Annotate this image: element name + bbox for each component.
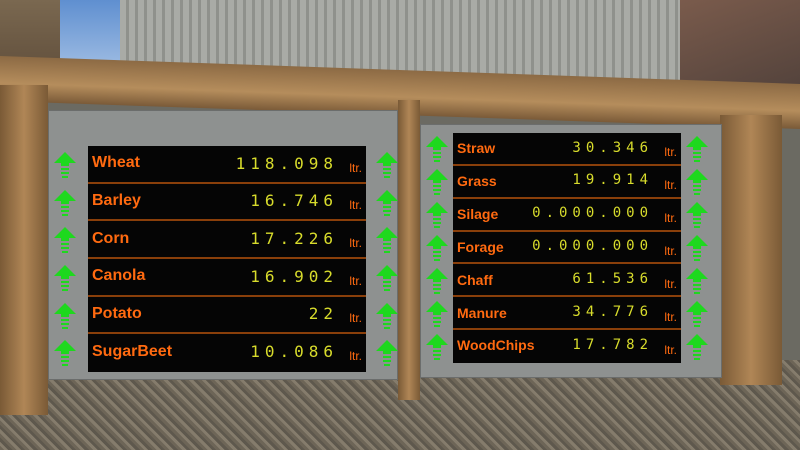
green-up-arrow-icon — [54, 189, 76, 216]
unit-label: ltr. — [664, 145, 677, 160]
unit-label: ltr. — [349, 198, 362, 213]
display-row-straw: Straw 30.346 ltr. — [453, 133, 681, 166]
green-up-arrow-icon — [54, 302, 76, 329]
green-up-arrow-icon — [686, 333, 708, 360]
fill-level-value: 19.914 — [572, 172, 653, 189]
unit-label: ltr. — [349, 160, 362, 175]
green-up-arrow-icon — [54, 151, 76, 178]
display-row-woodchips: WoodChips 17.782 ltr. — [453, 330, 681, 361]
green-up-arrow-icon — [686, 235, 708, 261]
display-row-wheat: Wheat 118.098 ltr. — [88, 146, 366, 184]
green-up-arrow-icon — [54, 227, 76, 254]
green-up-arrow-icon — [426, 136, 448, 163]
fruit-label: Forage — [457, 238, 504, 255]
fill-level-value: 0.000.000 — [532, 238, 653, 255]
fill-level-value: 118.098 — [235, 153, 338, 173]
green-up-arrow-icon — [376, 264, 398, 291]
display-row-sugarbeet: SugarBeet 10.086 ltr. — [88, 334, 366, 370]
unit-label: ltr. — [664, 309, 677, 324]
fruit-label: SugarBeet — [92, 342, 173, 360]
fruit-label: WoodChips — [457, 337, 535, 354]
fruit-label: Potato — [92, 305, 142, 323]
green-up-arrow-icon — [376, 151, 398, 178]
fruit-label: Canola — [92, 267, 146, 285]
green-up-arrow-icon — [426, 202, 448, 229]
fill-level-value: 17.782 — [572, 336, 653, 353]
green-up-arrow-icon — [54, 264, 76, 291]
green-up-arrow-icon — [426, 267, 448, 294]
fruit-label: Corn — [92, 229, 130, 247]
unit-label: ltr. — [349, 236, 362, 251]
fill-level-value: 10.086 — [250, 341, 338, 361]
unit-label: ltr. — [664, 211, 677, 226]
green-up-arrow-icon — [426, 169, 448, 196]
display-row-potato: Potato 22 ltr. — [88, 297, 366, 335]
fruit-label: Chaff — [457, 271, 493, 288]
display-row-canola: Canola 16.902 ltr. — [88, 259, 366, 297]
left-post — [0, 85, 48, 415]
display-row-forage: Forage 0.000.000 ltr. — [453, 232, 681, 265]
unit-label: ltr. — [349, 349, 362, 364]
fill-level-value: 34.776 — [572, 303, 653, 320]
display-row-barley: Barley 16.746 ltr. — [88, 184, 366, 222]
fruit-label: Manure — [457, 304, 507, 321]
right-board: Straw 30.346 ltr. Grass 19.914 ltr. Silage 0.00… — [420, 124, 722, 378]
fill-level-value: 61.536 — [572, 271, 653, 288]
green-up-arrow-icon — [426, 333, 448, 360]
unit-label: ltr. — [664, 342, 677, 357]
unit-label: ltr. — [349, 311, 362, 326]
display-row-grass: Grass 19.914 ltr. — [453, 166, 681, 199]
fill-level-value: 22 — [308, 304, 338, 324]
display-row-manure: Manure 34.776 ltr. — [453, 297, 681, 331]
unit-label: ltr. — [664, 178, 677, 193]
unit-label: ltr. — [664, 243, 677, 258]
unit-label: ltr. — [664, 276, 677, 291]
fruit-label: Silage — [457, 206, 499, 223]
fill-level-value: 16.746 — [250, 191, 338, 211]
display-row-chaff: Chaff 61.536 ltr. — [453, 264, 681, 298]
right-post — [720, 115, 782, 385]
left-display: Wheat 118.098 ltr. Barley 16.746 ltr. Corn 17.2… — [88, 146, 366, 372]
fill-level-value: 30.346 — [572, 139, 653, 156]
green-up-arrow-icon — [686, 202, 708, 229]
fruit-label: Wheat — [92, 154, 140, 172]
green-up-arrow-icon — [686, 169, 708, 196]
fill-level-value: 0.000.000 — [532, 205, 653, 222]
green-up-arrow-icon — [686, 267, 708, 294]
green-up-arrow-icon — [426, 235, 448, 261]
fill-level-value: 16.902 — [250, 266, 338, 286]
green-up-arrow-icon — [376, 189, 398, 216]
middle-post — [398, 100, 420, 400]
left-board: Wheat 118.098 ltr. Barley 16.746 ltr. Corn 17.2… — [48, 110, 398, 380]
fruit-label: Grass — [457, 173, 497, 190]
green-up-arrow-icon — [376, 302, 398, 329]
green-up-arrow-icon — [686, 136, 708, 163]
green-up-arrow-icon — [376, 227, 398, 254]
display-row-silage: Silage 0.000.000 ltr. — [453, 199, 681, 232]
green-up-arrow-icon — [426, 300, 448, 327]
unit-label: ltr. — [349, 273, 362, 288]
display-row-corn: Corn 17.226 ltr. — [88, 221, 366, 259]
green-up-arrow-icon — [686, 300, 708, 327]
fill-level-value: 17.226 — [250, 228, 338, 248]
green-up-arrow-icon — [376, 340, 398, 367]
green-up-arrow-icon — [54, 340, 76, 367]
fruit-label: Barley — [92, 192, 141, 210]
right-display: Straw 30.346 ltr. Grass 19.914 ltr. Silage 0.00… — [453, 133, 681, 363]
fruit-label: Straw — [457, 140, 496, 157]
